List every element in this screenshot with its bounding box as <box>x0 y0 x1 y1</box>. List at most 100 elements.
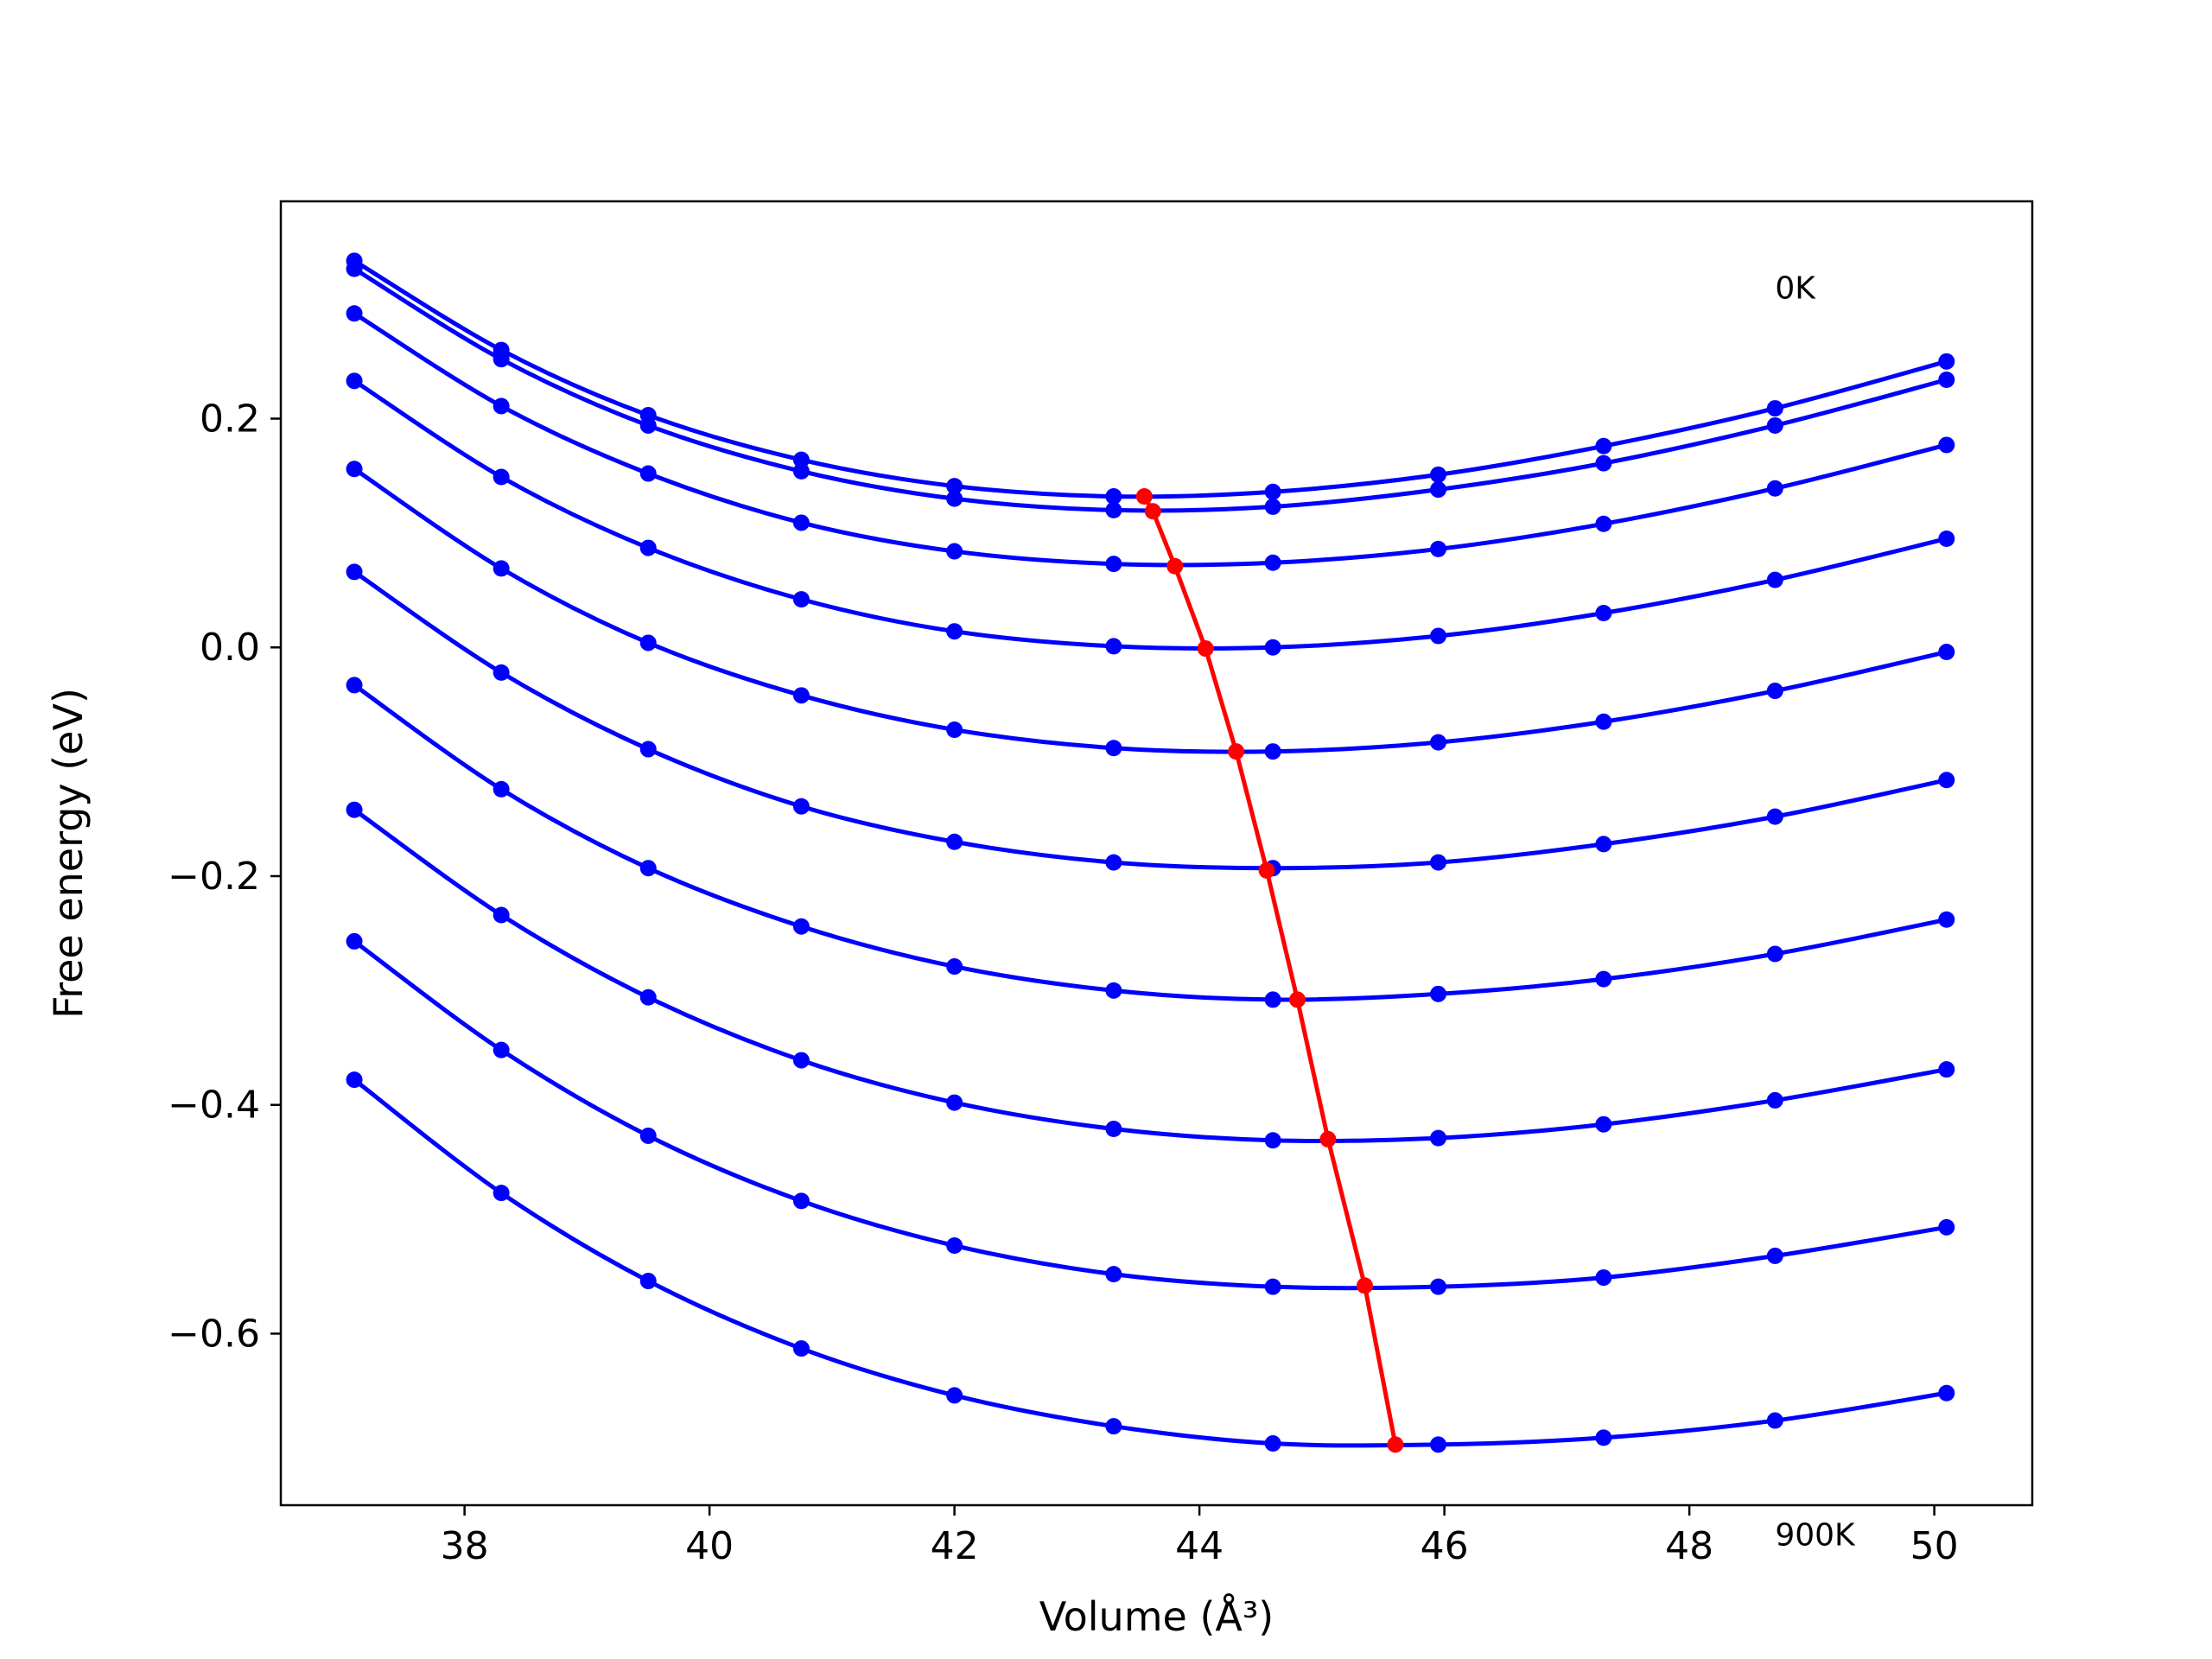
series-5-point-4 <box>946 833 963 850</box>
series-1-point-5 <box>1105 501 1122 518</box>
y-tick-label-1: −0.4 <box>168 1084 260 1128</box>
series-4-point-8 <box>1595 713 1612 730</box>
series-5-point-10 <box>1938 772 1955 789</box>
series-0-point-5 <box>1105 488 1122 505</box>
x-tick-label-5: 48 <box>1665 1524 1713 1568</box>
series-1-point-0 <box>346 260 363 277</box>
series-8-point-5 <box>1105 1266 1122 1283</box>
series-4-point-5 <box>1105 740 1122 757</box>
series-0-point-7 <box>1430 466 1447 483</box>
series-0-point-9 <box>1766 400 1783 417</box>
series-9-point-9 <box>1766 1412 1783 1429</box>
annotation-900k: 900K <box>1775 1517 1856 1553</box>
series-2-point-9 <box>1766 480 1783 497</box>
series-4-point-4 <box>946 721 963 739</box>
series-5-point-2 <box>639 741 657 758</box>
series-8-point-0 <box>346 932 363 950</box>
series-8-point-8 <box>1595 1269 1612 1287</box>
series-3-point-5 <box>1105 638 1122 655</box>
series-9-point-5 <box>1105 1418 1122 1435</box>
series-4-point-7 <box>1430 734 1447 751</box>
series-2-point-3 <box>792 514 810 531</box>
series-9-point-1 <box>493 1185 510 1202</box>
minima-point-9 <box>1387 1436 1404 1453</box>
minima-point-8 <box>1356 1277 1373 1294</box>
series-3-point-3 <box>792 591 810 608</box>
minima-point-4 <box>1228 743 1245 760</box>
series-1-point-2 <box>639 416 657 434</box>
series-2-point-5 <box>1105 556 1122 573</box>
series-9-point-8 <box>1595 1429 1612 1446</box>
series-4-point-9 <box>1766 683 1783 700</box>
series-8-point-2 <box>639 1127 657 1144</box>
y-axis: −0.6 −0.4 −0.2 0.0 0.2 <box>168 397 281 1356</box>
series-5-point-3 <box>792 798 810 815</box>
series-3-point-6 <box>1264 639 1281 656</box>
series-3-point-7 <box>1430 627 1447 645</box>
series-7-point-1 <box>493 906 510 924</box>
series-4-point-3 <box>792 687 810 704</box>
x-tick-label-0: 38 <box>441 1524 489 1568</box>
series-4-point-0 <box>346 461 363 478</box>
series-9-point-7 <box>1430 1436 1447 1453</box>
series-7-point-10 <box>1938 1061 1955 1078</box>
series-3-point-10 <box>1938 530 1955 547</box>
series-7-point-7 <box>1430 1129 1447 1147</box>
y-tick-label-4: 0.2 <box>200 397 260 442</box>
series-8-point-9 <box>1766 1247 1783 1264</box>
minima-line <box>1142 495 1398 1446</box>
series-0-point-8 <box>1595 437 1612 454</box>
series-1-point-1 <box>493 351 510 368</box>
x-axis-label: Volume (Å³) <box>1039 1593 1274 1640</box>
series-6-point-4 <box>946 958 963 976</box>
minima-point-7 <box>1319 1130 1337 1147</box>
minima-point-6 <box>1289 991 1306 1008</box>
series-2-point-1 <box>493 397 510 415</box>
series-5-point-9 <box>1766 808 1783 825</box>
series-2-point-2 <box>639 465 657 482</box>
series-5-point-7 <box>1430 854 1447 871</box>
series-8-point-6 <box>1264 1278 1281 1295</box>
series-1-point-3 <box>792 462 810 480</box>
series-6-point-2 <box>639 860 657 877</box>
minima-point-3 <box>1197 640 1214 658</box>
series-9-point-4 <box>946 1387 963 1404</box>
series-0-point-10 <box>1938 353 1955 370</box>
series-3-point-2 <box>639 539 657 556</box>
series-7-point-5 <box>1105 1121 1122 1138</box>
x-axis: 38 40 42 44 46 48 50 <box>441 1505 1959 1568</box>
annotation-0k: 0K <box>1775 271 1816 307</box>
series-3-point-4 <box>946 623 963 640</box>
series-0-point-4 <box>946 478 963 495</box>
series-2-point-7 <box>1430 540 1447 557</box>
y-tick-label-0: −0.6 <box>168 1312 260 1356</box>
series-2-point-0 <box>346 305 363 322</box>
series-5-point-1 <box>493 664 510 681</box>
series-6-point-6 <box>1264 991 1281 1008</box>
series-6-point-8 <box>1595 970 1612 988</box>
series-6-point-9 <box>1766 945 1783 963</box>
series-4-point-1 <box>493 560 510 577</box>
series-8-point-10 <box>1938 1218 1955 1236</box>
x-tick-label-4: 46 <box>1421 1524 1469 1568</box>
series-7-point-9 <box>1766 1091 1783 1109</box>
series-7-point-4 <box>946 1094 963 1111</box>
series-8-point-4 <box>946 1237 963 1255</box>
series-5-point-8 <box>1595 836 1612 853</box>
series-3-point-9 <box>1766 571 1783 588</box>
minima-point-0 <box>1135 488 1153 505</box>
series-9-point-10 <box>1938 1384 1955 1402</box>
x-tick-label-6: 50 <box>1910 1524 1959 1568</box>
x-tick-label-1: 40 <box>685 1524 734 1568</box>
minima-point-1 <box>1144 503 1161 520</box>
series-6-point-3 <box>792 918 810 935</box>
series-1-point-6 <box>1264 498 1281 515</box>
series-8-point-7 <box>1430 1278 1447 1295</box>
series-9-point-6 <box>1264 1435 1281 1452</box>
series-7-point-6 <box>1264 1132 1281 1149</box>
series-6-point-7 <box>1430 985 1447 1002</box>
series-7-point-2 <box>639 988 657 1006</box>
series-2-point-10 <box>1938 436 1955 454</box>
y-tick-label-2: −0.2 <box>168 855 260 899</box>
